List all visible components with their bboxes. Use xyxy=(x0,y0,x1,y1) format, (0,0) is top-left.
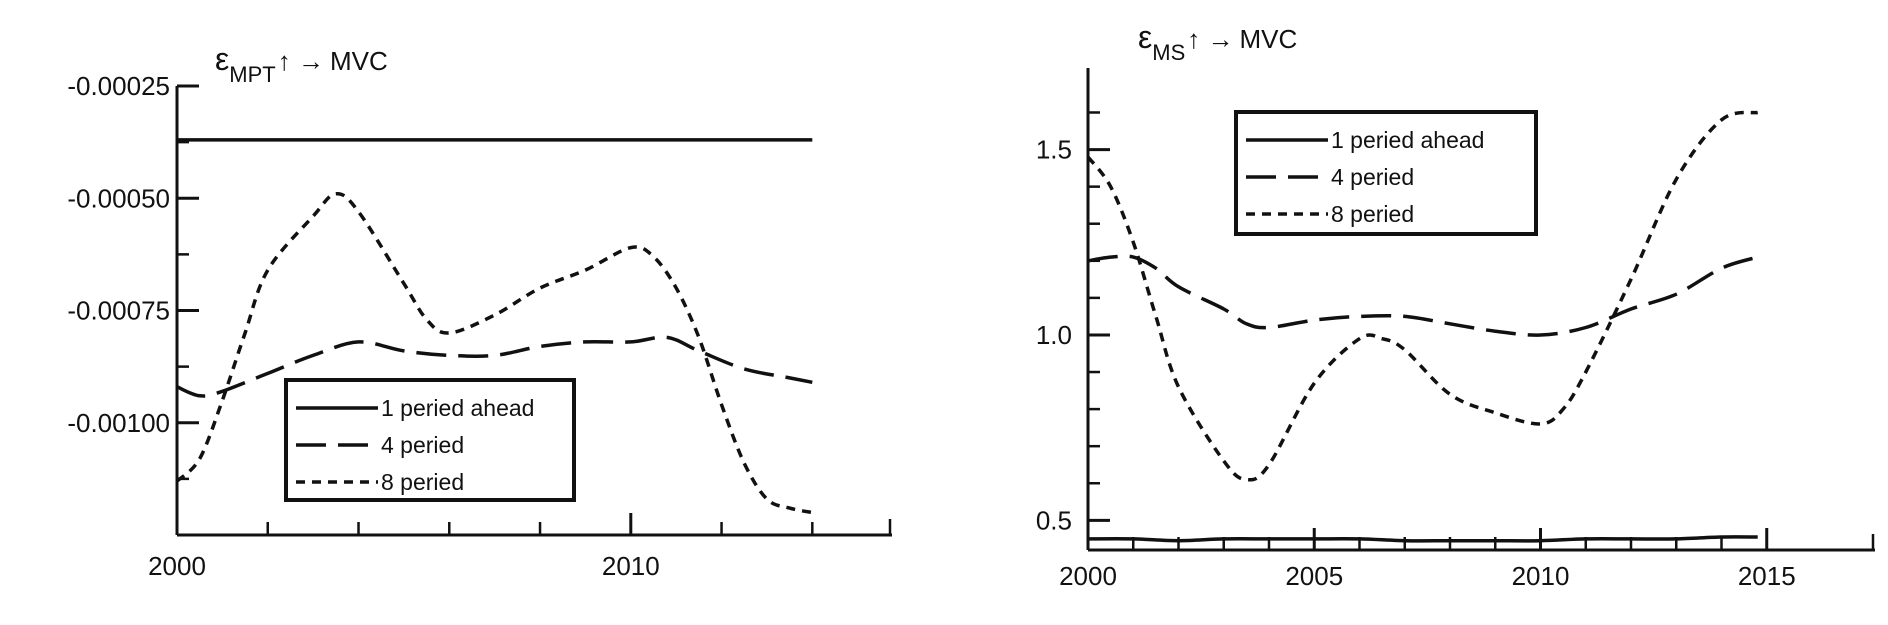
series-line-1-peried-ahead xyxy=(1087,535,1758,543)
y-tick-label: -0.00025 xyxy=(67,71,170,101)
chart-panel-2: 0.5 1.0 1.5 2000 2005 2010 2015 1 peried ahead 4… xyxy=(1036,19,1875,591)
legend-label: 1 peried ahead xyxy=(1331,127,1484,153)
series-line-4-peried xyxy=(1087,254,1759,337)
y-tick-label: -0.00100 xyxy=(67,408,170,438)
series-line-8-peried xyxy=(1086,110,1759,482)
x-tick-label: 2005 xyxy=(1285,561,1343,591)
legend-label: 8 peried xyxy=(381,469,464,495)
y-tick-label: -0.00075 xyxy=(67,296,170,326)
chart-title: εMPT↑ → MVC xyxy=(215,41,388,87)
legend: 1 peried ahead 4 peried 8 peried xyxy=(284,378,576,502)
chart-panel-1: -0.00025 -0.00050 -0.00075 -0.00100 2000 2010… xyxy=(67,41,892,581)
series-line-8-peried xyxy=(175,191,813,515)
legend-label: 4 peried xyxy=(1331,164,1414,190)
chart-title: εMS↑ → MVC xyxy=(1138,19,1297,65)
x-tick-label: 2015 xyxy=(1738,561,1796,591)
x-tick-label: 2010 xyxy=(1512,561,1570,591)
legend-label: 1 peried ahead xyxy=(381,395,534,421)
y-tick-label: 1.5 xyxy=(1036,135,1072,165)
x-tick-label: 2000 xyxy=(1059,561,1117,591)
legend-box xyxy=(284,378,576,502)
x-tick-label: 2010 xyxy=(602,551,660,581)
legend-label: 8 peried xyxy=(1331,201,1414,227)
y-tick-label: -0.00050 xyxy=(67,183,170,213)
legend-label: 4 peried xyxy=(381,432,464,458)
y-tick-label: 0.5 xyxy=(1036,505,1072,535)
y-tick-label: 1.0 xyxy=(1036,320,1072,350)
x-tick-label: 2000 xyxy=(148,551,206,581)
legend: 1 peried ahead 4 peried 8 peried xyxy=(1234,110,1538,236)
series-line-4-peried xyxy=(176,335,813,398)
